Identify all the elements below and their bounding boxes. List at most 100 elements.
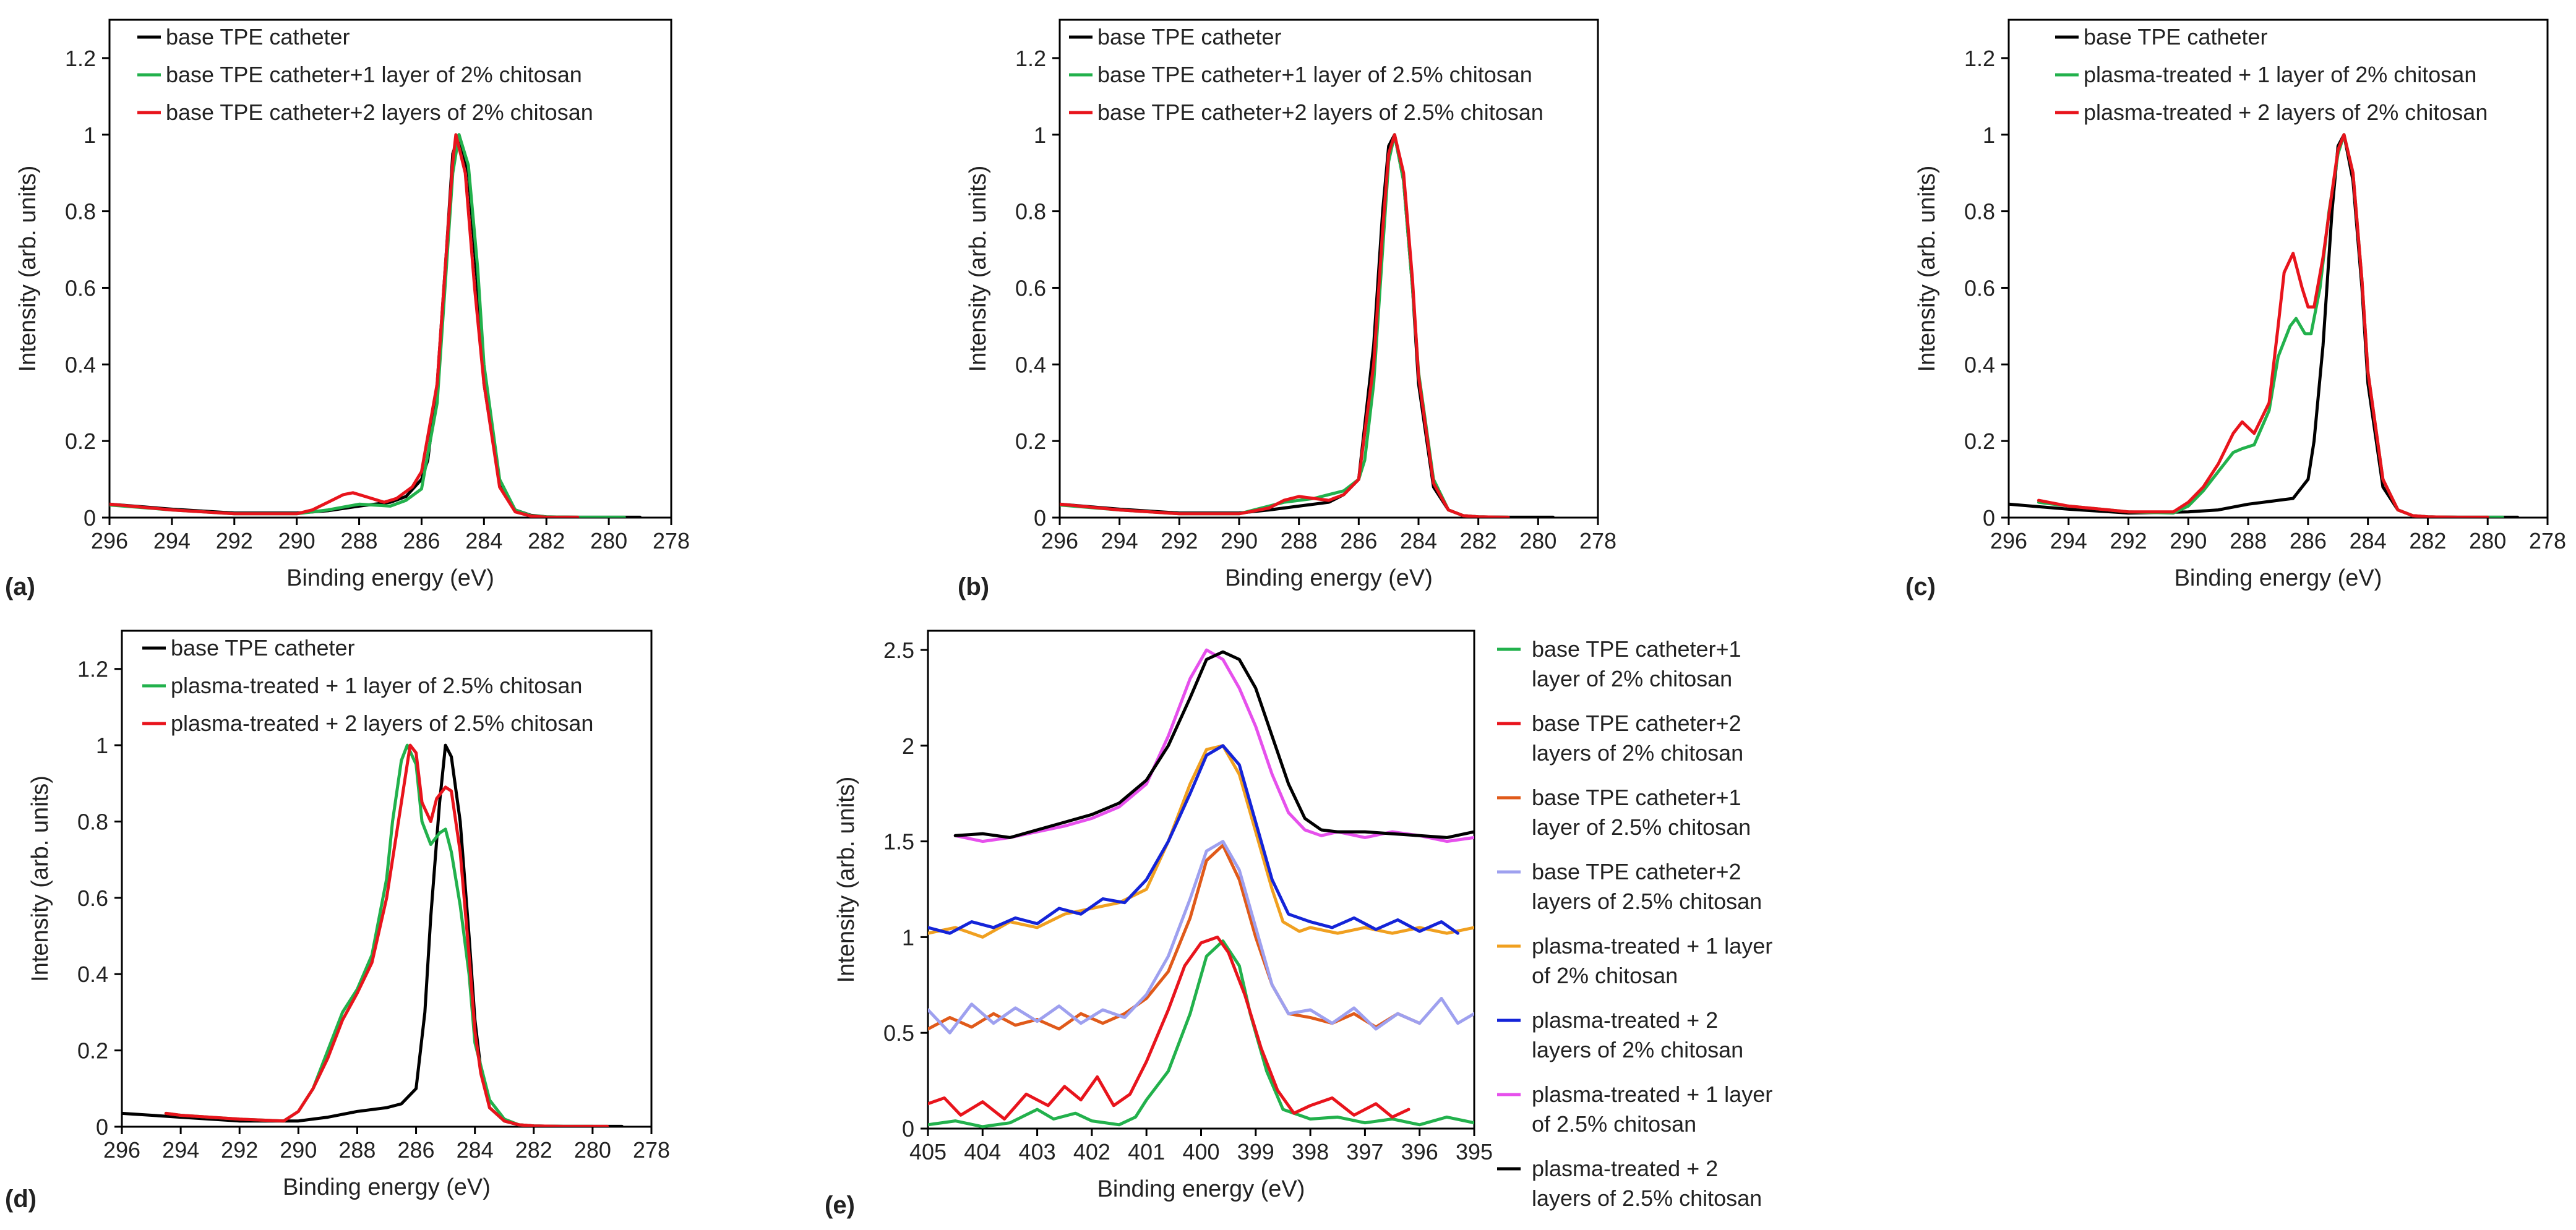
legend-label: base TPE catheter [1097,24,1282,49]
x-tick-label: 288 [341,528,378,553]
legend-label: plasma-treated + 2 layers of 2.5% chitos… [171,711,593,736]
plot-frame [1058,19,1599,519]
y-tick-label: 0.6 [77,886,108,911]
y-tick-label: 0.6 [1964,275,1995,301]
x-tick-label: 282 [515,1137,552,1163]
legend-label: base TPE catheter+2 layers of 2% chitosa… [166,100,593,125]
legend-label: base TPE catheter [2084,24,2268,49]
y-tick-label: 0.4 [1015,352,1046,377]
y-tick-label: 2.5 [883,638,914,663]
x-tick-label: 290 [2170,528,2207,553]
x-tick-label: 397 [1346,1139,1383,1164]
x-tick-label: 398 [1292,1139,1329,1164]
x-tick-label: 292 [1161,528,1198,553]
x-tick-label: 288 [1281,528,1318,553]
y-tick-label: 0.8 [1964,199,1995,224]
x-tick-label: 286 [2290,528,2327,553]
x-tick-label: 290 [1221,528,1258,553]
chart-c: 296 294 292 290 288 286 284 282 280 278 0 0.2 0.4 0.6… [1905,19,2566,600]
legend-label: plasma-treated + 1 layer of 2.5% chitosa… [171,673,582,698]
legend-label: base TPE catheter [171,635,355,660]
legend-item: plasma-treated + 2 layers of 2.5% chitosa… [1497,1156,1762,1211]
legend-label-line2: layer of 2% chitosan [1532,666,1732,691]
x-tick-label: 280 [590,528,627,553]
panel-label: (a) [5,573,35,600]
y-tick-label: 1 [84,122,96,148]
legend-item: base TPE catheter+2 layers of 2.5% chitos… [1497,859,1762,914]
legend-label: plasma-treated + 1 layer of 2% chitosan [2084,62,2476,87]
y-tick-label: 0.2 [65,429,96,454]
x-tick-label: 395 [1456,1139,1493,1164]
y-tick-label: 0.4 [77,962,108,987]
legend-label-line1: base TPE catheter+1 [1532,785,1741,810]
x-tick-label: 296 [1990,528,2027,553]
x-tick-label: 284 [1400,528,1437,553]
y-tick-label: 0.8 [77,809,108,834]
legend-item: plasma-treated + 1 layer of 2% chitosan [2055,62,2476,87]
y-axis-label: Intensity (arb. units) [965,166,991,372]
x-tick-label: 405 [909,1139,947,1164]
x-tick-label: 294 [153,528,191,553]
x-tick-label: 294 [162,1137,199,1163]
legend-item: base TPE catheter+1 layer of 2% chitosan [1497,636,1741,691]
y-tick-label: 1 [1034,122,1046,148]
y-tick-label: 0 [84,505,96,531]
legend-label-line2: layers of 2% chitosan [1532,1037,1743,1062]
x-tick-label: 286 [398,1137,435,1163]
x-tick-label: 404 [964,1139,1001,1164]
chart-e: 405 404 403 402 401 400 399 398 397 396 395 0 0.5 1 1.… [825,630,1772,1219]
legend-item: base TPE catheter [2055,24,2268,49]
x-tick-label: 284 [457,1137,494,1163]
x-tick-label: 284 [2350,528,2387,553]
series-line-8 [953,650,1474,839]
x-tick-label: 296 [91,528,128,553]
y-tick-label: 1.2 [1964,46,1995,71]
x-tick-label: 290 [278,528,316,553]
x-tick-label: 278 [1579,528,1616,553]
y-tick-label: 1.5 [883,829,914,855]
legend-item: plasma-treated + 1 layer of 2.5% chitosa… [142,673,582,698]
panel-label: (c) [1905,573,1936,600]
y-tick-label: 1.2 [1015,46,1046,71]
x-tick-label: 296 [1041,528,1078,553]
y-tick-label: 1 [1983,122,1995,148]
y-tick-label: 0 [96,1114,108,1140]
legend-item: base TPE catheter+2 layers of 2% chitosan [1497,711,1743,766]
plot-frame [121,630,653,1128]
x-tick-label: 278 [653,528,690,553]
panel-label: (b) [958,573,989,600]
y-tick-label: 2 [902,733,914,759]
x-tick-label: 292 [2110,528,2147,553]
series-line-3 [109,133,580,518]
y-axis-label: Intensity (arb. units) [27,775,53,982]
series-line-7 [953,648,1474,843]
legend: base TPE catheter plasma-treated + 1 laye… [142,635,593,736]
y-tick-label: 0.2 [77,1038,108,1064]
x-axis-label: Binding energy (eV) [2175,565,2382,591]
chart-a: 296 294 292 290 288 286 284 282 280 278 0 0.2 0.4 0.6… [5,19,690,600]
legend-item: plasma-treated + 1 layer of 2% chitosan [1497,933,1772,988]
panel-label: (e) [825,1192,855,1219]
x-axis-label: Binding energy (eV) [1225,565,1433,591]
legend-item: base TPE catheter [1069,24,1282,49]
legend-label-line1: base TPE catheter+2 [1532,859,1741,884]
legend-label-line1: plasma-treated + 1 layer [1532,1082,1772,1107]
legend: base TPE catheter base TPE catheter+1 lay… [137,24,593,125]
series-line-3 [1060,133,1510,518]
legend-item: base TPE catheter [142,635,355,660]
y-tick-label: 1 [96,733,108,758]
y-tick-label: 0.4 [1964,352,1995,377]
y-tick-label: 0.6 [1015,275,1046,301]
x-tick-label: 278 [633,1137,670,1163]
y-tick-label: 0.2 [1964,429,1995,454]
y-axis-label: Intensity (arb. units) [15,166,41,372]
series-line-3 [164,743,609,1127]
legend-item: base TPE catheter+1 layer of 2% chitosan [137,62,582,87]
panel-label: (d) [5,1185,36,1213]
y-tick-label: 0 [1983,505,1995,531]
x-tick-label: 286 [403,528,440,553]
legend-item: base TPE catheter+1 layer of 2.5% chitosa… [1497,785,1751,840]
x-tick-label: 288 [338,1137,376,1163]
